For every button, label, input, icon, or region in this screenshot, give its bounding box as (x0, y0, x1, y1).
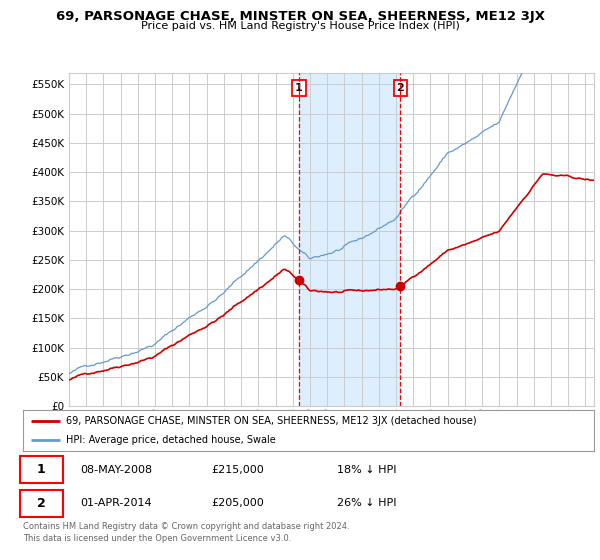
Text: 69, PARSONAGE CHASE, MINSTER ON SEA, SHEERNESS, ME12 3JX (detached house): 69, PARSONAGE CHASE, MINSTER ON SEA, SHE… (65, 416, 476, 426)
Text: £205,000: £205,000 (211, 498, 264, 508)
Bar (299, 73, 400, 406)
Text: 1: 1 (295, 83, 303, 93)
Text: HPI: Average price, detached house, Swale: HPI: Average price, detached house, Swal… (65, 435, 275, 445)
FancyBboxPatch shape (20, 456, 63, 483)
Text: 2: 2 (397, 83, 404, 93)
FancyBboxPatch shape (20, 490, 63, 517)
Text: Contains HM Land Registry data © Crown copyright and database right 2024.
This d: Contains HM Land Registry data © Crown c… (23, 522, 349, 543)
Text: 18% ↓ HPI: 18% ↓ HPI (337, 465, 397, 475)
Text: 01-APR-2014: 01-APR-2014 (80, 498, 152, 508)
Text: 08-MAY-2008: 08-MAY-2008 (80, 465, 152, 475)
Text: 69, PARSONAGE CHASE, MINSTER ON SEA, SHEERNESS, ME12 3JX: 69, PARSONAGE CHASE, MINSTER ON SEA, SHE… (56, 10, 545, 23)
Text: Price paid vs. HM Land Registry's House Price Index (HPI): Price paid vs. HM Land Registry's House … (140, 21, 460, 31)
Text: 2: 2 (37, 497, 46, 510)
Text: 26% ↓ HPI: 26% ↓ HPI (337, 498, 397, 508)
Text: £215,000: £215,000 (211, 465, 264, 475)
Text: 1: 1 (37, 463, 46, 477)
